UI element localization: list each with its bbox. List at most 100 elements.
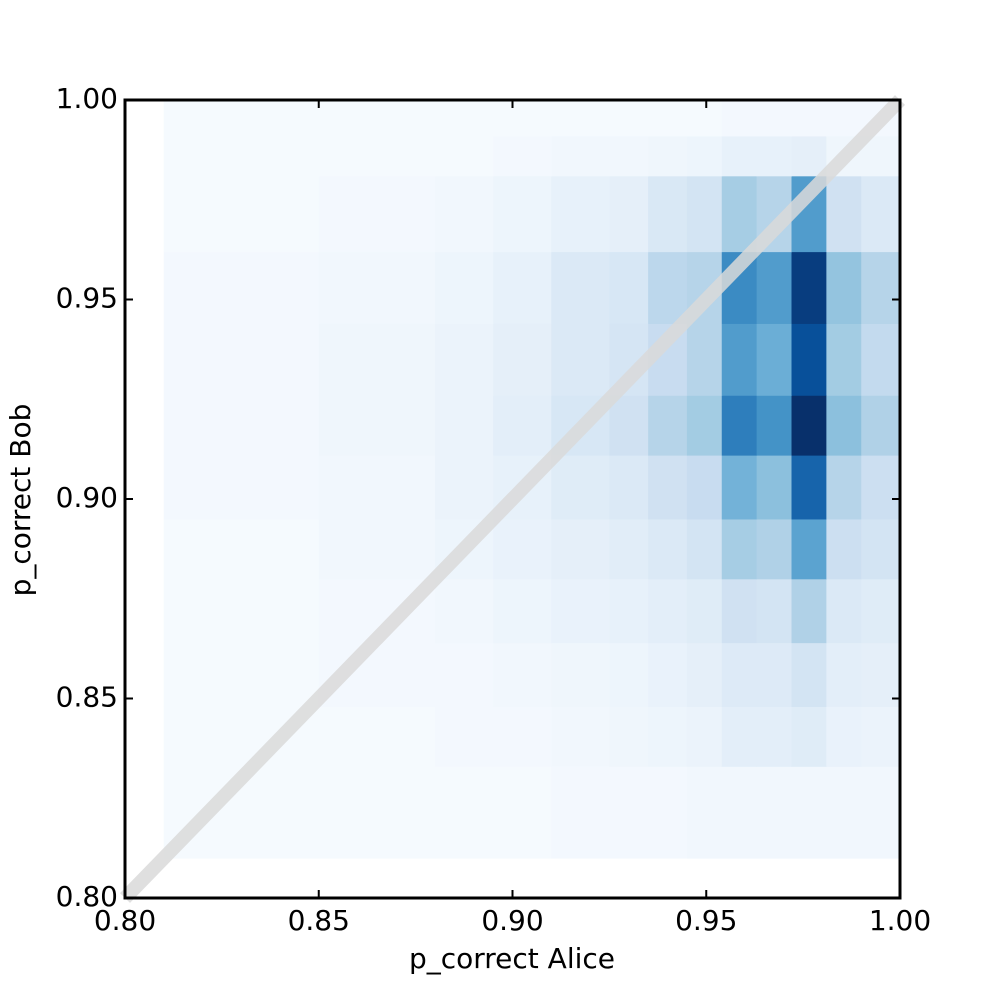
heatmap-cell	[861, 578, 901, 644]
heatmap-cell	[609, 175, 649, 253]
heatmap-cell	[721, 100, 758, 137]
heatmap-cell	[791, 135, 827, 177]
heatmap-cell	[826, 175, 862, 253]
heatmap-cell	[163, 323, 320, 396]
heatmap-cell	[648, 518, 688, 580]
heatmap-cell	[791, 323, 827, 396]
heatmap-cell	[493, 518, 552, 580]
heatmap-cell	[163, 518, 320, 580]
heatmap-cell	[721, 323, 758, 396]
heatmap-cell	[318, 251, 436, 324]
heatmap-cell	[493, 706, 552, 767]
y-tick-label: 0.85	[56, 681, 118, 714]
heatmap-cell	[435, 323, 494, 396]
heatmap-cell	[686, 395, 723, 456]
heatmap-cell	[861, 518, 901, 580]
heatmap-cell	[648, 395, 688, 456]
heatmap-cell	[721, 175, 758, 253]
heatmap-cell	[826, 766, 862, 859]
heatmap-cell	[861, 766, 901, 859]
heatmap-cell	[163, 642, 320, 707]
heatmap-cell	[686, 706, 723, 767]
heatmap-cell	[435, 100, 494, 137]
heatmap-cell	[609, 100, 649, 137]
y-tick-label: 1.00	[56, 82, 118, 115]
heatmap-cell	[791, 518, 827, 580]
heatmap-cell	[551, 455, 610, 520]
heatmap-cell	[163, 135, 320, 177]
heatmap-cell	[686, 175, 723, 253]
heatmap-cell	[551, 766, 610, 859]
heatmap-cell	[721, 766, 758, 859]
heatmap-cell	[435, 766, 494, 859]
heatmap-cell	[721, 395, 758, 456]
x-tick-label: 0.80	[94, 904, 156, 937]
heatmap-cell	[861, 395, 901, 456]
heatmap-cell	[756, 251, 792, 324]
heatmap-cell	[686, 100, 723, 137]
heatmap-cell	[318, 135, 436, 177]
x-tick-label: 1.00	[869, 904, 931, 937]
heatmap-cell	[826, 518, 862, 580]
heatmap-cell	[826, 395, 862, 456]
heatmap-cell	[163, 175, 320, 253]
y-tick-label: 0.80	[56, 880, 118, 913]
heatmap-cell	[791, 251, 827, 324]
heatmap-cell	[493, 323, 552, 396]
heatmap-cell	[163, 455, 320, 520]
heatmap-cell	[648, 766, 688, 859]
heatmap-cell	[609, 395, 649, 456]
heatmap-cell	[826, 100, 862, 137]
heatmap-cell	[721, 455, 758, 520]
x-tick-label: 0.90	[481, 904, 543, 937]
y-axis-label: p_correct Bob	[4, 404, 37, 597]
heatmap-cell	[163, 578, 320, 644]
heatmap-cell	[756, 642, 792, 707]
heatmap-cell	[435, 578, 494, 644]
heatmap-cell	[551, 251, 610, 324]
heatmap-cell	[686, 766, 723, 859]
x-tick-label: 0.85	[288, 904, 350, 937]
heatmap-cell	[721, 642, 758, 707]
heatmap-cell	[756, 706, 792, 767]
heatmap-cell	[435, 395, 494, 456]
heatmap-cell	[493, 578, 552, 644]
heatmap-cell	[648, 578, 688, 644]
heatmap-cell	[756, 100, 792, 137]
heatmap-cell	[861, 251, 901, 324]
heatmap-cell	[648, 455, 688, 520]
heatmap-cell	[648, 100, 688, 137]
heatmap-cell	[791, 642, 827, 707]
heatmap-cell	[826, 455, 862, 520]
heatmap-cell	[163, 251, 320, 324]
heatmap-cell	[721, 578, 758, 644]
heatmap-cell	[318, 455, 436, 520]
heatmap-cell	[318, 323, 436, 396]
heatmap-cell	[318, 395, 436, 456]
heatmap-cell	[435, 135, 494, 177]
heatmap-cell	[493, 766, 552, 859]
heatmap-cell	[493, 100, 552, 137]
heatmap-cell	[318, 100, 436, 137]
heatmap-cell	[756, 395, 792, 456]
heatmap-cell	[493, 251, 552, 324]
heatmap-cell	[721, 706, 758, 767]
heatmap-cell	[318, 518, 436, 580]
heatmap-cell	[861, 323, 901, 396]
heatmap-cell	[826, 706, 862, 767]
heatmap-cell	[861, 706, 901, 767]
heatmap-cell	[686, 323, 723, 396]
heatmap-cell	[756, 323, 792, 396]
heatmap-cell	[826, 251, 862, 324]
heatmap-cell	[609, 455, 649, 520]
heatmap-cell	[756, 766, 792, 859]
heatmap-cell	[493, 135, 552, 177]
x-axis-label: p_correct Alice	[409, 942, 615, 975]
diagonal-line	[119, 95, 906, 903]
heatmap-cell	[791, 395, 827, 456]
heatmap-cell	[609, 135, 649, 177]
heatmap-cell	[493, 642, 552, 707]
heatmap-cell	[435, 251, 494, 324]
heatmap-cell	[791, 578, 827, 644]
